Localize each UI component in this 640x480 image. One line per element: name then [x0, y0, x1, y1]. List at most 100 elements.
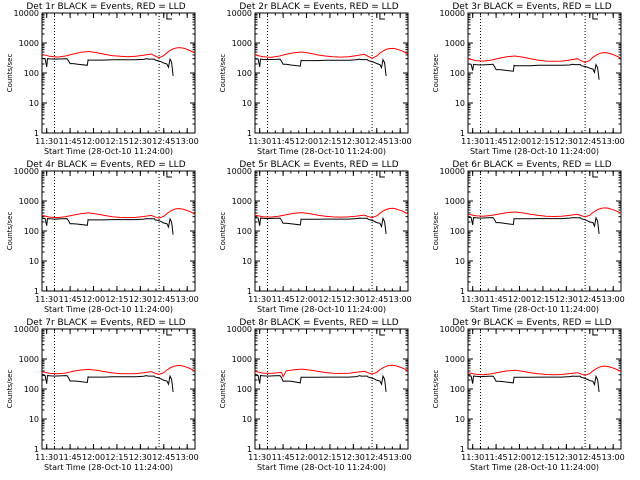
- lld-series-line: [467, 365, 622, 376]
- panel-title: Det 5r BLACK = Events, RED = LLD: [239, 160, 398, 170]
- panel-title: Det 7r BLACK = Events, RED = LLD: [26, 318, 185, 328]
- x-tick-label: 12:15: [318, 137, 341, 146]
- plot-frame: [467, 170, 622, 292]
- y-tick-label: 100: [24, 385, 39, 394]
- y-tick-label: 1: [460, 129, 465, 138]
- panel-title: Det 3r BLACK = Events, RED = LLD: [452, 2, 611, 12]
- x-tick-label: 11:45: [59, 295, 82, 304]
- y-tick-label: 100: [237, 69, 252, 78]
- x-axis-label: Start Time (28-Oct-10 11:24:00): [44, 463, 173, 472]
- x-tick-label: 13:00: [389, 295, 412, 304]
- y-tick-label: 1: [34, 287, 39, 296]
- y-axis-label: Counts/sec: [6, 212, 14, 251]
- x-tick-label: 12:45: [578, 137, 601, 146]
- plot-frame: [41, 170, 196, 292]
- y-tick-label: 10: [29, 257, 39, 266]
- x-axis-label: Start Time (28-Oct-10 11:24:00): [257, 305, 386, 314]
- y-axis-label: Counts/sec: [219, 54, 227, 93]
- y-tick-label: 1: [460, 445, 465, 454]
- events-series-line: [41, 57, 174, 76]
- x-tick-label: 13:00: [602, 295, 625, 304]
- events-series-line: [467, 216, 600, 234]
- x-tick-label: 11:45: [59, 137, 82, 146]
- events-series-line: [467, 374, 600, 392]
- y-tick-label: 1: [247, 129, 252, 138]
- x-tick-label: 12:45: [152, 137, 175, 146]
- x-tick-label: 13:00: [176, 295, 199, 304]
- x-tick-label: 11:45: [485, 453, 508, 462]
- y-tick-label: 10: [242, 415, 252, 424]
- x-tick-label: 12:15: [531, 295, 554, 304]
- panel-title: Det 4r BLACK = Events, RED = LLD: [26, 160, 185, 170]
- x-tick-label: 12:45: [365, 295, 388, 304]
- x-tick-label: 11:45: [59, 453, 82, 462]
- x-axis-label: Start Time (28-Oct-10 11:24:00): [44, 305, 173, 314]
- x-tick-label: 12:45: [578, 453, 601, 462]
- x-tick-label: 11:30: [461, 295, 484, 304]
- y-tick-label: 100: [450, 69, 465, 78]
- plot-frame: [254, 170, 409, 292]
- x-tick-label: 12:00: [82, 295, 105, 304]
- y-axis-label: Counts/sec: [432, 212, 440, 251]
- top-marker: [166, 329, 172, 336]
- y-tick-label: 1000: [19, 39, 39, 48]
- x-axis-label: Start Time (28-Oct-10 11:24:00): [257, 463, 386, 472]
- plot-frame: [41, 328, 196, 450]
- y-tick-label: 1000: [445, 197, 465, 206]
- x-tick-label: 11:30: [35, 137, 58, 146]
- x-tick-label: 11:30: [248, 137, 271, 146]
- y-tick-label: 10000: [440, 167, 465, 176]
- x-tick-label: 12:30: [555, 295, 578, 304]
- x-tick-label: 11:30: [248, 453, 271, 462]
- x-axis-label: Start Time (28-Oct-10 11:24:00): [44, 147, 173, 156]
- x-tick-label: 11:45: [272, 137, 295, 146]
- x-tick-label: 12:00: [508, 295, 531, 304]
- lld-series-line: [467, 207, 622, 218]
- y-tick-label: 10000: [227, 325, 252, 334]
- y-tick-label: 1: [34, 445, 39, 454]
- y-tick-label: 1000: [445, 355, 465, 364]
- top-marker: [379, 171, 385, 178]
- panel-9: Det 9r BLACK = Events, RED = LLD 1 10 100 10…: [432, 318, 625, 472]
- x-axis-label: Start Time (28-Oct-10 11:24:00): [470, 147, 599, 156]
- x-tick-label: 12:45: [365, 453, 388, 462]
- y-tick-label: 10: [455, 257, 465, 266]
- y-tick-label: 10000: [440, 325, 465, 334]
- x-tick-label: 13:00: [176, 453, 199, 462]
- events-series-line: [254, 374, 387, 392]
- x-tick-label: 12:30: [342, 137, 365, 146]
- panel-3: Det 3r BLACK = Events, RED = LLD 1 10 100 10…: [432, 2, 625, 156]
- x-axis-label: Start Time (28-Oct-10 11:24:00): [470, 463, 599, 472]
- lld-series-line: [467, 52, 622, 63]
- panel-title: Det 9r BLACK = Events, RED = LLD: [452, 318, 611, 328]
- y-tick-label: 10000: [14, 167, 39, 176]
- lld-series-line: [254, 207, 409, 219]
- lld-series-line: [41, 208, 196, 219]
- top-marker: [166, 13, 172, 20]
- x-tick-label: 12:30: [342, 453, 365, 462]
- plot-frame: [467, 328, 622, 450]
- y-tick-label: 1000: [19, 355, 39, 364]
- x-tick-label: 12:15: [105, 137, 128, 146]
- y-tick-label: 10000: [227, 167, 252, 176]
- panel-title: Det 1r BLACK = Events, RED = LLD: [26, 2, 185, 12]
- y-tick-label: 1: [34, 129, 39, 138]
- y-tick-label: 1000: [232, 197, 252, 206]
- x-tick-label: 12:45: [152, 295, 175, 304]
- x-tick-label: 13:00: [602, 453, 625, 462]
- x-tick-label: 12:30: [555, 453, 578, 462]
- events-series-line: [467, 63, 600, 80]
- x-tick-label: 12:30: [555, 137, 578, 146]
- y-tick-label: 10: [29, 415, 39, 424]
- y-axis-label: Counts/sec: [432, 54, 440, 93]
- y-tick-label: 10: [455, 99, 465, 108]
- y-tick-label: 1000: [232, 39, 252, 48]
- y-tick-label: 10000: [440, 9, 465, 18]
- x-tick-label: 12:00: [82, 453, 105, 462]
- top-marker: [592, 329, 598, 336]
- x-tick-label: 11:45: [485, 137, 508, 146]
- panel-title: Det 6r BLACK = Events, RED = LLD: [452, 160, 611, 170]
- x-tick-label: 12:00: [295, 295, 318, 304]
- x-tick-label: 11:45: [272, 295, 295, 304]
